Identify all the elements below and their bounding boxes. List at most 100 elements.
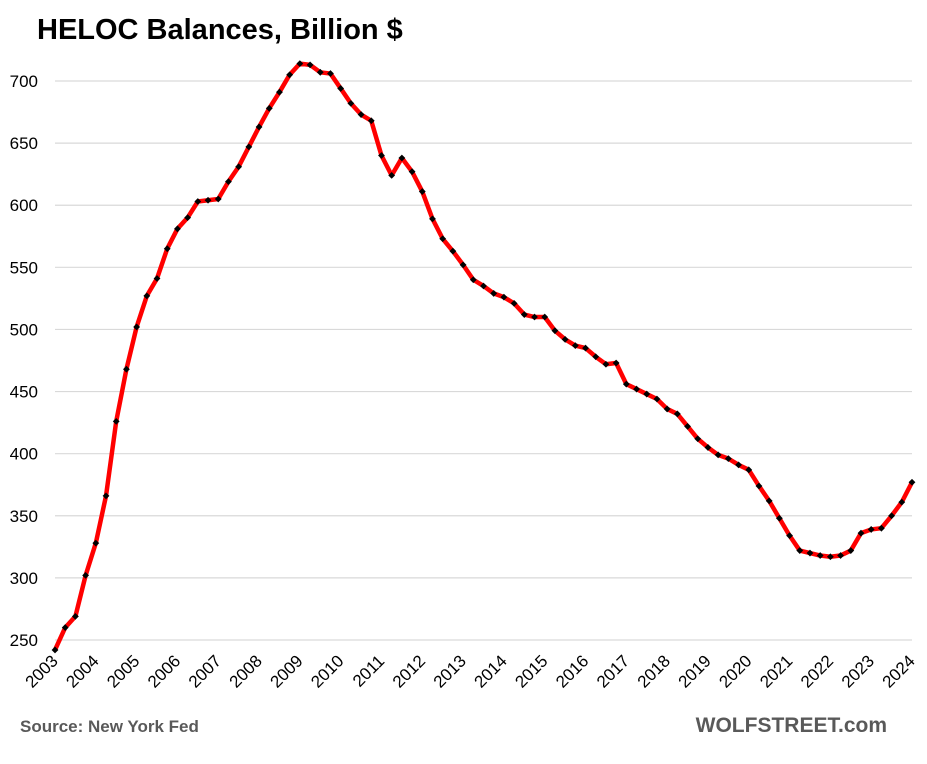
x-tick-label: 2007 (185, 651, 225, 691)
data-point (633, 385, 640, 393)
data-point (408, 168, 416, 176)
x-tick-label: 2010 (307, 651, 347, 691)
data-point (429, 215, 436, 223)
data-point (857, 529, 865, 537)
data-point (327, 70, 334, 77)
data-point (296, 60, 304, 68)
x-tick-label: 2015 (511, 651, 551, 691)
x-tick-label: 2008 (226, 651, 266, 691)
x-axis-tick-labels: 2003 2004 2005 2006 2007 2008 2009 2010 2011 2012… (22, 651, 919, 691)
x-tick-label: 2019 (675, 651, 715, 691)
data-point (174, 225, 181, 233)
x-tick-label: 2009 (267, 651, 307, 691)
x-tick-label: 2020 (715, 651, 755, 691)
data-point (898, 498, 906, 506)
x-tick-label: 2018 (634, 651, 674, 691)
data-point (510, 299, 518, 307)
data-point (306, 61, 314, 69)
data-point (837, 552, 844, 559)
x-tick-label: 2014 (471, 651, 511, 691)
data-point (561, 335, 569, 343)
data-point (520, 311, 528, 318)
series-line (52, 61, 915, 653)
data-point (378, 152, 385, 159)
data-point (816, 552, 824, 559)
data-point (704, 444, 712, 451)
data-point (480, 282, 487, 290)
data-point (582, 344, 589, 352)
data-point (653, 395, 661, 403)
data-point (51, 646, 59, 654)
data-point (418, 188, 426, 195)
data-point (265, 104, 273, 112)
data-point (398, 154, 406, 162)
x-tick-label: 2012 (389, 651, 429, 691)
data-point (571, 342, 579, 349)
data-point (255, 123, 263, 131)
data-point (531, 313, 538, 321)
data-point (490, 290, 498, 297)
data-point (612, 359, 620, 367)
y-axis-tick-labels: 250 300 350 400 450 500 550 600 650 700 (10, 72, 38, 650)
data-point (867, 526, 875, 533)
y-tick-label: 500 (10, 320, 38, 339)
chart-title: HELOC Balances, Billion $ (37, 14, 403, 46)
data-point (663, 405, 671, 413)
data-point (72, 612, 79, 620)
data-point (745, 466, 753, 474)
data-point (204, 196, 212, 204)
data-point (806, 549, 814, 557)
data-point (286, 71, 294, 79)
data-point (500, 293, 508, 301)
y-tick-label: 550 (10, 258, 38, 277)
y-tick-label: 300 (10, 569, 38, 588)
data-point (133, 323, 141, 331)
data-point (337, 85, 345, 92)
data-point (602, 360, 610, 368)
x-tick-label: 2011 (349, 651, 388, 690)
data-point (112, 417, 120, 425)
x-tick-label: 2021 (756, 651, 796, 691)
y-tick-label: 600 (10, 196, 38, 215)
data-point (694, 435, 702, 443)
data-point (153, 275, 161, 282)
y-tick-label: 350 (10, 507, 38, 526)
data-point (673, 410, 681, 418)
data-point (61, 624, 69, 631)
data-point (622, 380, 630, 388)
data-point (888, 512, 895, 520)
data-point (775, 514, 783, 522)
data-point (123, 365, 130, 373)
data-point (102, 492, 110, 500)
y-tick-label: 450 (10, 383, 38, 402)
data-point (786, 532, 793, 540)
y-tick-label: 250 (10, 631, 38, 650)
source-note: Source: New York Fed (20, 717, 199, 736)
data-point (316, 68, 324, 76)
data-point (235, 163, 243, 171)
data-point (826, 553, 834, 561)
data-point (684, 422, 691, 430)
x-tick-label: 2013 (430, 651, 470, 691)
data-point (724, 455, 732, 463)
brand-watermark: WOLFSTREET.com (695, 714, 887, 737)
data-point (735, 461, 742, 469)
data-point (469, 276, 477, 284)
data-point (541, 313, 549, 321)
y-tick-label: 400 (10, 445, 38, 464)
x-tick-label: 2023 (838, 651, 878, 691)
x-tick-label: 2006 (144, 651, 184, 691)
data-point (184, 214, 192, 222)
data-point (765, 497, 773, 505)
x-tick-label: 2003 (22, 651, 62, 691)
x-tick-label: 2005 (103, 651, 143, 691)
data-point (194, 198, 202, 205)
data-point (449, 247, 457, 255)
data-point (796, 547, 804, 554)
data-point (459, 261, 467, 269)
data-point (439, 235, 447, 243)
data-point (347, 99, 355, 107)
x-tick-label: 2016 (552, 651, 592, 691)
data-point (847, 547, 855, 554)
